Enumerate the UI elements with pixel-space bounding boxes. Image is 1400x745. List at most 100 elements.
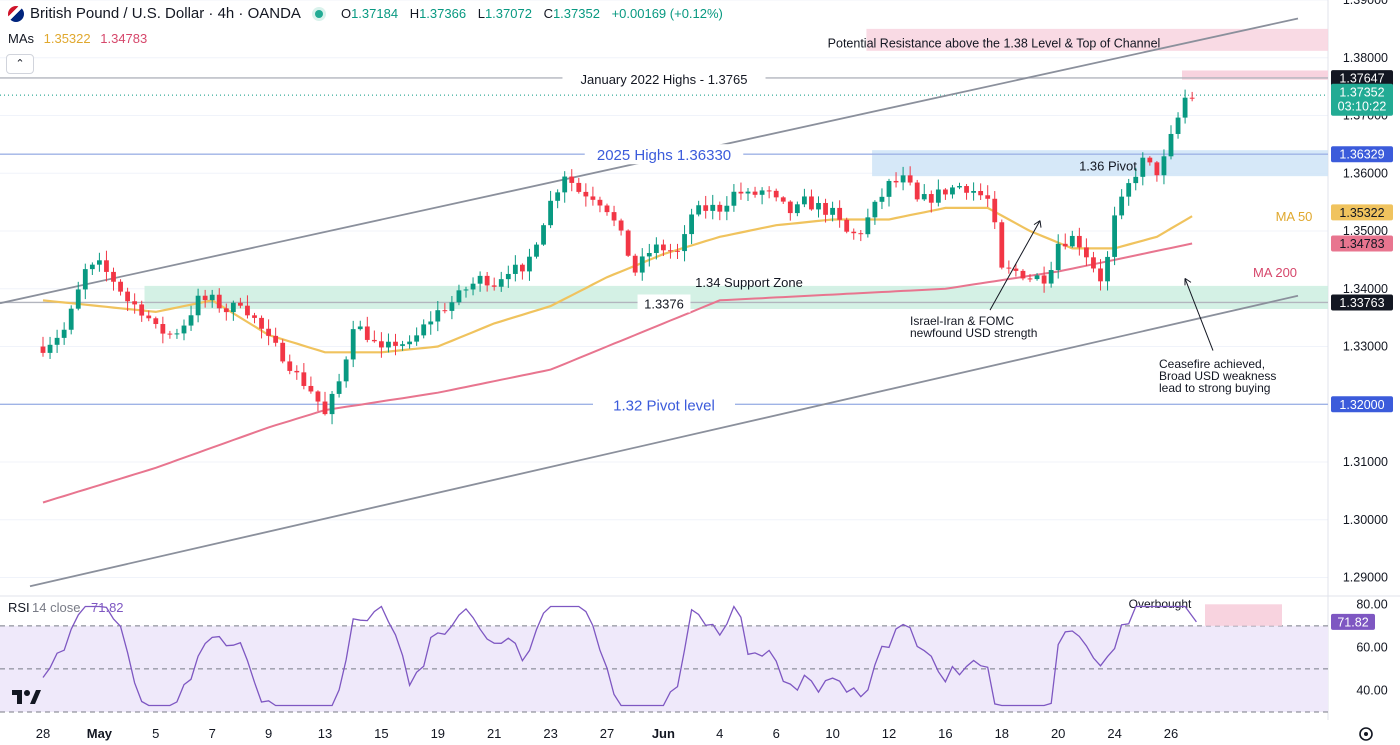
price-axis-tick-10: 1.39000: [1343, 0, 1388, 7]
price-axis-tick-1: 1.30000: [1343, 513, 1388, 527]
ma50-label: MA 50: [1276, 209, 1313, 224]
candle-body: [611, 212, 617, 221]
candle-body: [294, 370, 300, 373]
candle-body: [463, 289, 469, 291]
candle-body: [245, 305, 250, 316]
2025-highs-label: 2025 Highs 1.36330: [597, 147, 731, 164]
candle-body: [407, 341, 412, 345]
ma-legend[interactable]: MAs 1.35322 1.34783: [8, 31, 147, 46]
candle-body: [322, 401, 328, 415]
candle-body: [844, 219, 850, 232]
rsi-line: [42, 605, 1197, 707]
candle-body: [104, 260, 109, 272]
candle-body: [167, 333, 173, 335]
candle-body: [668, 250, 673, 252]
candle-body: [893, 180, 899, 183]
candle-body: [858, 233, 864, 235]
candle-body: [400, 344, 405, 346]
candle-body: [661, 244, 666, 251]
candle-body: [717, 204, 723, 212]
candle-body: [54, 337, 60, 345]
candle-body: [928, 194, 934, 203]
price-axis-tick-2: 1.31000: [1343, 455, 1388, 469]
ceasefire-note-line-2: lead to strong buying: [1159, 381, 1270, 395]
candle-body: [872, 201, 878, 218]
time-axis-tick-3: 7: [209, 726, 216, 741]
candle-body: [350, 329, 356, 360]
pivot-zone-label: 1.36 Pivot: [1079, 158, 1137, 173]
price-axis-tick-4: 1.33000: [1343, 340, 1388, 354]
candle-body: [569, 176, 575, 183]
close-label: C: [543, 6, 553, 21]
candle-body: [421, 324, 427, 336]
rsi-value: 71.82: [91, 600, 124, 615]
2025-highs-tag-bg: [1331, 146, 1393, 163]
current-price-tag: 1.37352: [1339, 86, 1384, 100]
candle-body: [273, 335, 279, 343]
candle-body: [393, 341, 398, 346]
support-tag-bg: [1331, 294, 1393, 311]
candle-body: [1133, 176, 1139, 184]
israel-iran-note-line-1: newfound USD strength: [910, 326, 1037, 340]
candle-body: [512, 264, 518, 274]
candle-body: [414, 335, 420, 342]
january-2022-highs-tag: 1.37647: [1339, 72, 1384, 86]
price-axis-tick-7: 1.36000: [1343, 166, 1388, 180]
time-axis-tick-4: 9: [265, 726, 272, 741]
time-axis-tick-2: 5: [152, 726, 159, 741]
ma200-tag: 1.34783: [1339, 237, 1384, 251]
candle-body: [202, 295, 208, 301]
overbought-zone: [1205, 604, 1282, 626]
low-label: L: [477, 6, 485, 21]
rsi-axis-tick-1: 60.00: [1356, 640, 1387, 654]
candle-body: [689, 214, 694, 235]
candle-body: [491, 285, 497, 287]
time-axis-tick-13: 6: [773, 726, 780, 741]
ceasefire-note-line-0: Ceasefire achieved,: [1159, 357, 1265, 371]
candle-body: [816, 202, 821, 210]
candle-body: [639, 256, 645, 273]
settings-gear-icon: [1359, 727, 1373, 741]
candle-body: [61, 329, 67, 338]
channel-lower-line: [29, 294, 1299, 588]
candle-body: [1098, 268, 1103, 282]
candle-body: [357, 326, 363, 330]
low-value: 1.37072: [484, 6, 532, 21]
candle-body: [442, 310, 448, 312]
candle-body: [1182, 97, 1188, 118]
candle-body: [823, 202, 828, 215]
candle-body: [1084, 247, 1089, 258]
candle-body: [1175, 117, 1181, 134]
candle-body: [992, 198, 998, 223]
rsi-axis-tick-2: 80.00: [1356, 597, 1387, 611]
candle-body: [950, 187, 955, 195]
time-axis-tick-15: 12: [882, 726, 896, 741]
candle-body: [364, 326, 370, 340]
symbol-title[interactable]: British Pound / U.S. Dollar · 4h · OANDA: [30, 5, 301, 22]
candle-body: [985, 195, 991, 199]
candle-body: [921, 194, 927, 200]
candle-body: [675, 250, 680, 252]
market-open-icon: [314, 9, 323, 18]
candle-body: [449, 302, 455, 311]
candle-body: [146, 315, 152, 319]
candle-body: [1105, 256, 1110, 282]
candle-body: [1147, 157, 1153, 163]
candle-body: [379, 341, 384, 348]
candle-body: [371, 339, 377, 342]
candle-body: [646, 253, 652, 257]
candle-body: [957, 186, 962, 188]
candle-body: [632, 255, 638, 273]
candle-body: [534, 244, 539, 257]
candle-body: [907, 175, 913, 183]
candle-body: [308, 385, 314, 392]
collapse-legend-button[interactable]: ⌃: [6, 54, 34, 74]
candle-body: [590, 196, 596, 200]
candle-body: [287, 361, 293, 371]
candle-body: [484, 275, 490, 286]
ohlc-readout: O1.37184 H1.37366 L1.37072 C1.37352 +0.0…: [341, 6, 723, 21]
open-value: 1.37184: [351, 6, 399, 21]
time-axis-tick-19: 24: [1107, 726, 1121, 741]
candle-body: [1062, 243, 1068, 247]
